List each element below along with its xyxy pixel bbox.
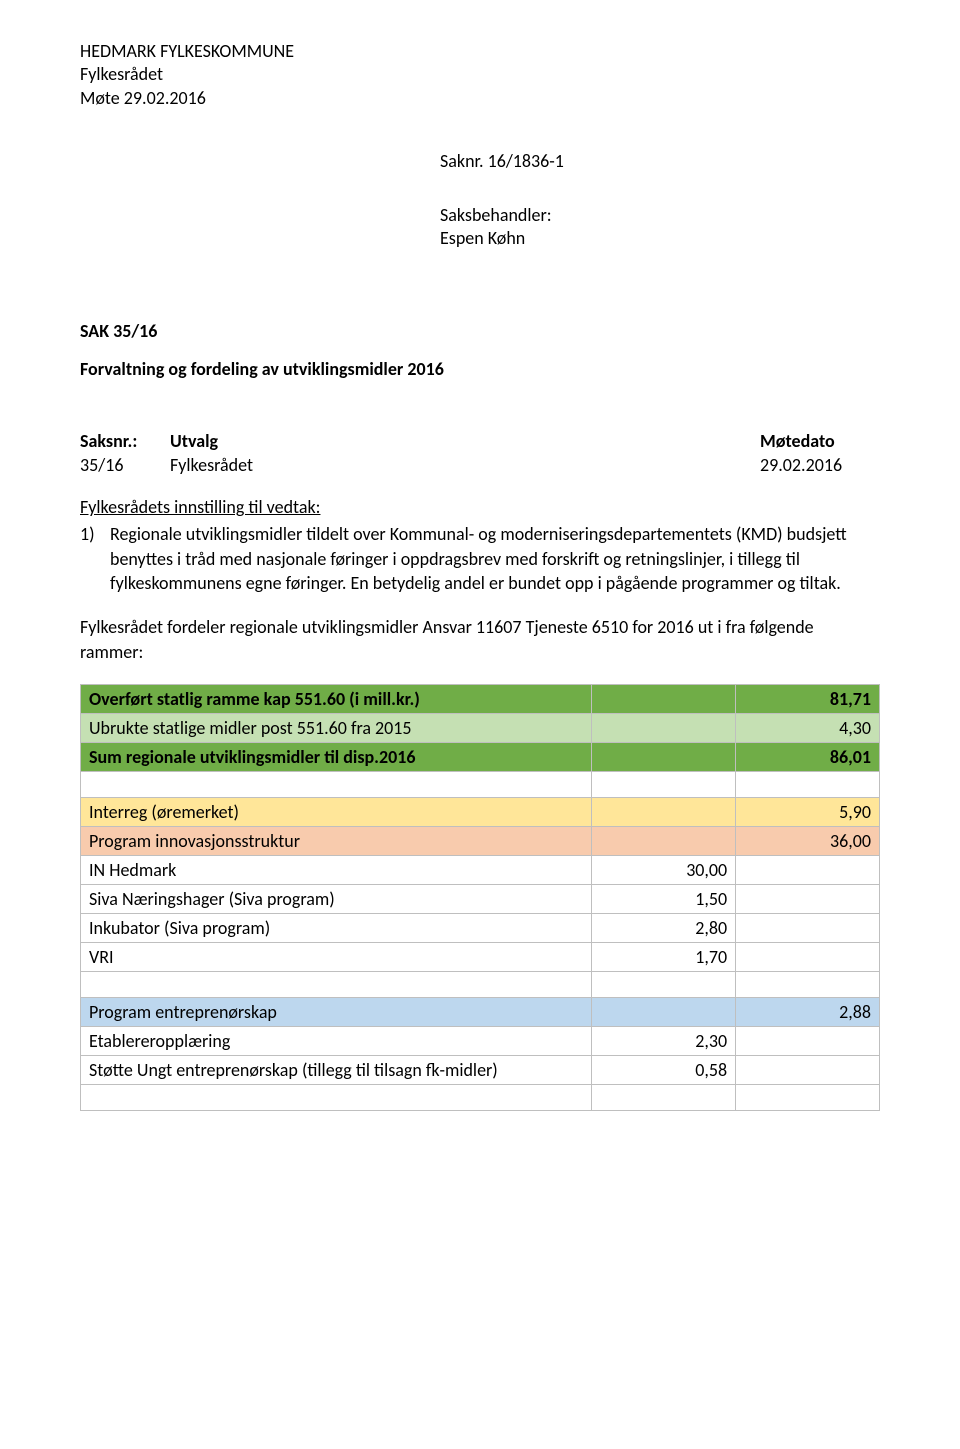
row-value	[592, 971, 736, 997]
table-row: IN Hedmark30,00	[81, 855, 880, 884]
row-value: 0,58	[592, 1055, 736, 1084]
table-row: Interreg (øremerket) 5,90	[81, 797, 880, 826]
row-value	[592, 713, 736, 742]
row-label: Etablereropplæring	[81, 1026, 592, 1055]
row-sum	[736, 913, 880, 942]
row-value: 2,80	[592, 913, 736, 942]
meta-header-dato: Møtedato	[760, 430, 880, 452]
row-sum	[736, 855, 880, 884]
org-name: HEDMARK FYLKESKOMMUNE	[80, 40, 880, 63]
row-value: 1,50	[592, 884, 736, 913]
saksbehandler-name: Espen Køhn	[440, 227, 880, 250]
table-row: Sum regionale utviklingsmidler til disp.…	[81, 742, 880, 771]
meta-header-utvalg: Utvalg	[170, 430, 760, 452]
table-row: Inkubator (Siva program)2,80	[81, 913, 880, 942]
row-label: Program entreprenørskap	[81, 997, 592, 1026]
meta-header-row: Saksnr.: Utvalg Møtedato	[80, 430, 880, 452]
row-label: IN Hedmark	[81, 855, 592, 884]
row-value	[592, 826, 736, 855]
row-sum: 4,30	[736, 713, 880, 742]
row-value	[592, 797, 736, 826]
row-value	[592, 684, 736, 713]
row-sum: 86,01	[736, 742, 880, 771]
row-label: Inkubator (Siva program)	[81, 913, 592, 942]
innstilling-heading: Fylkesrådets innstilling til vedtak:	[80, 496, 880, 518]
document-header: HEDMARK FYLKESKOMMUNE Fylkesrådet Møte 2…	[80, 40, 880, 110]
row-value	[592, 997, 736, 1026]
row-sum	[736, 942, 880, 971]
row-value: 1,70	[592, 942, 736, 971]
list-number: 1)	[80, 522, 110, 595]
meta-saksnr: 35/16	[80, 454, 170, 476]
table-row: Etablereropplæring2,30	[81, 1026, 880, 1055]
row-sum: 5,90	[736, 797, 880, 826]
saknr-block: Saknr. 16/1836-1	[440, 150, 880, 173]
sak-title: Forvaltning og fordeling av utviklingsmi…	[80, 358, 880, 380]
row-label: Støtte Ungt entreprenørskap (tillegg til…	[81, 1055, 592, 1084]
row-value: 30,00	[592, 855, 736, 884]
row-value	[592, 742, 736, 771]
row-value: 2,30	[592, 1026, 736, 1055]
table-row: Ubrukte statlige midler post 551.60 fra …	[81, 713, 880, 742]
meta-dato: 29.02.2016	[760, 454, 880, 476]
unit-name: Fylkesrådet	[80, 63, 880, 86]
row-sum	[736, 971, 880, 997]
sak-code: SAK 35/16	[80, 320, 880, 342]
meta-header-saksnr: Saksnr.:	[80, 430, 170, 452]
row-value	[592, 771, 736, 797]
fordeler-paragraph: Fylkesrådet fordeler regionale utvikling…	[80, 615, 880, 664]
innstilling-item-1: 1) Regionale utviklingsmidler tildelt ov…	[80, 522, 880, 595]
saknr-label: Saknr. 16/1836-1	[440, 150, 564, 172]
table-row: Overført statlig ramme kap 551.60 (i mil…	[81, 684, 880, 713]
table-row	[81, 971, 880, 997]
table-row: Støtte Ungt entreprenørskap (tillegg til…	[81, 1055, 880, 1084]
row-label: Siva Næringshager (Siva program)	[81, 884, 592, 913]
saksbehandler-block: Saksbehandler: Espen Køhn	[440, 204, 880, 251]
table-row: Program entreprenørskap 2,88	[81, 997, 880, 1026]
row-label: Sum regionale utviklingsmidler til disp.…	[81, 742, 592, 771]
row-sum: 81,71	[736, 684, 880, 713]
row-sum	[736, 1055, 880, 1084]
table-row: VRI1,70	[81, 942, 880, 971]
meeting-date: Møte 29.02.2016	[80, 87, 880, 110]
meta-utvalg: Fylkesrådet	[170, 454, 760, 476]
row-sum: 2,88	[736, 997, 880, 1026]
row-sum: 36,00	[736, 826, 880, 855]
row-label	[81, 1084, 592, 1110]
row-value	[592, 1084, 736, 1110]
table-row	[81, 771, 880, 797]
meta-data-row: 35/16 Fylkesrådet 29.02.2016	[80, 454, 880, 476]
row-label: Interreg (øremerket)	[81, 797, 592, 826]
row-label	[81, 771, 592, 797]
list-body: Regionale utviklingsmidler tildelt over …	[110, 522, 880, 595]
row-label: Program innovasjonsstruktur	[81, 826, 592, 855]
page: HEDMARK FYLKESKOMMUNE Fylkesrådet Møte 2…	[0, 0, 960, 1449]
table-row: Siva Næringshager (Siva program)1,50	[81, 884, 880, 913]
row-label: Ubrukte statlige midler post 551.60 fra …	[81, 713, 592, 742]
table-row	[81, 1084, 880, 1110]
row-label: Overført statlig ramme kap 551.60 (i mil…	[81, 684, 592, 713]
budget-table: Overført statlig ramme kap 551.60 (i mil…	[80, 684, 880, 1111]
row-label: VRI	[81, 942, 592, 971]
table-row: Program innovasjonsstruktur 36,00	[81, 826, 880, 855]
row-sum	[736, 1026, 880, 1055]
row-sum	[736, 1084, 880, 1110]
row-sum	[736, 884, 880, 913]
row-label	[81, 971, 592, 997]
saksbehandler-label: Saksbehandler:	[440, 204, 880, 227]
row-sum	[736, 771, 880, 797]
